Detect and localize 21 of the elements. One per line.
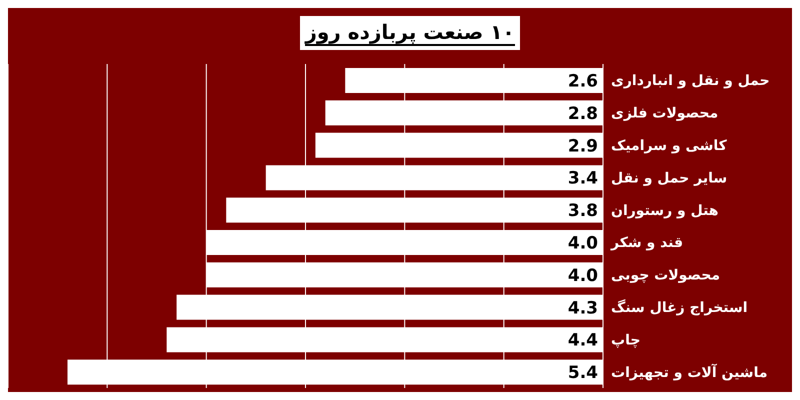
y-tick-label: قند و شکر	[610, 235, 684, 252]
chart-title: ۱۰ صنعت پربازده روز	[305, 20, 515, 46]
y-tick-label: چاپ	[611, 332, 640, 348]
y-tick-label: هتل و رستوران	[611, 202, 718, 219]
data-label: 2.9	[568, 136, 598, 156]
data-label: 5.4	[568, 363, 598, 384]
data-label: 2.6	[568, 72, 598, 92]
y-tick-label: سایر حمل و نقل	[611, 170, 728, 186]
data-label: 3.4	[568, 168, 598, 189]
y-tick-label: استخراج زغال سنگ	[611, 298, 748, 316]
data-label: 2.8	[568, 104, 598, 124]
y-tick-label: محصولات فلزی	[611, 106, 718, 122]
y-tick-label: محصولات چوبی	[611, 268, 720, 284]
data-label: 4.4	[568, 330, 598, 351]
data-label: 3.8	[568, 201, 598, 222]
y-tick-label: ماشین آلات و تجهیزات	[611, 362, 768, 381]
data-label: 4.0	[568, 234, 598, 254]
data-label: 4.3	[568, 298, 598, 318]
y-tick-label: حمل و نقل و انبارداری	[611, 73, 770, 90]
y-tick-label: کاشی و سرامیک	[611, 138, 728, 154]
data-label: 4.0	[568, 266, 598, 286]
